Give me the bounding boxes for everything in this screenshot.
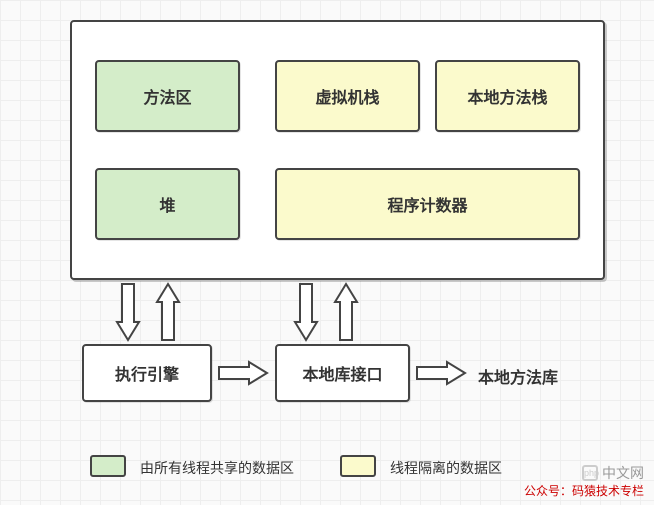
- arrow-exec-down: [115, 282, 141, 342]
- arrow-exec-up: [155, 282, 181, 342]
- arrow-native-up: [333, 282, 359, 342]
- native-stack-block: 本地方法栈: [435, 60, 580, 132]
- legend-shared-text: 由所有线程共享的数据区: [140, 458, 294, 478]
- watermark-text: 中文网: [602, 463, 644, 483]
- arrow-native-down: [293, 282, 319, 342]
- runtime-data-area-container: [70, 20, 605, 280]
- arrow-native-to-lib: [415, 360, 467, 386]
- php-icon: php: [582, 465, 598, 481]
- arrow-exec-to-native: [217, 360, 269, 386]
- method-area-block: 方法区: [95, 60, 240, 132]
- pc-register-block: 程序计数器: [275, 168, 580, 240]
- legend-private-text: 线程隔离的数据区: [390, 458, 502, 478]
- native-method-lib-label: 本地方法库: [478, 364, 558, 388]
- vm-stack-block: 虚拟机栈: [275, 60, 420, 132]
- legend-private-swatch: [340, 455, 376, 477]
- watermark-sub: 公众号：码猿技术专栏: [524, 482, 644, 499]
- heap-block: 堆: [95, 168, 240, 240]
- exec-engine-block: 执行引擎: [82, 344, 212, 402]
- legend-shared-swatch: [90, 455, 126, 477]
- watermark-main: php 中文网: [582, 463, 644, 483]
- native-lib-interface-block: 本地库接口: [275, 344, 410, 402]
